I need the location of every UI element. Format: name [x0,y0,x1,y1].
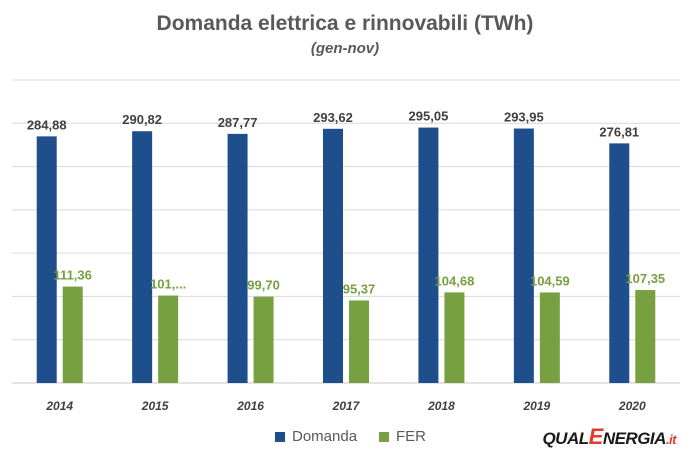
legend-label-domanda: Domanda [292,428,358,445]
data-label-fer-2018: 104,68 [435,273,475,288]
chart-subtitle: (gen-nov) [310,40,380,57]
x-tick-label-2016: 2016 [236,399,264,413]
bar-domanda-2017 [323,128,343,383]
data-label-domanda-2015: 290,82 [122,112,162,127]
bar-domanda-2019 [513,128,534,383]
data-label-fer-2014: 111,36 [54,268,92,283]
data-label-fer-2015: 101,... [150,277,186,292]
data-label-domanda-2020: 276,81 [599,124,639,139]
x-tick-label-2014: 2014 [45,399,73,413]
data-label-fer-2017: 95,37 [343,281,376,296]
legend: Domanda FER [0,428,690,450]
bar-domanda-2020 [609,143,630,383]
bar-domanda-2018 [418,127,439,383]
bar-fer-2019 [539,292,560,383]
bar-fer-2015 [158,295,179,383]
bar-fer-2016 [253,296,274,383]
x-tick-label-2017: 2017 [332,399,361,413]
data-label-domanda-2018: 295,05 [409,109,449,124]
bar-fer-2020 [635,290,656,383]
legend-swatch-domanda [275,431,285,442]
legend-swatch-fer [379,431,389,442]
bar-domanda-2015 [132,131,153,383]
legend-item-fer: FER [379,428,426,445]
data-label-fer-2020: 107,35 [625,271,665,286]
data-label-fer-2016: 99,70 [247,278,280,293]
legend-item-domanda: Domanda [275,428,357,445]
x-tick-label-2015: 2015 [141,399,169,413]
bar-domanda-2016 [227,133,248,383]
data-label-domanda-2019: 293,95 [504,110,544,125]
chart-title: Domanda elettrica e rinnovabili (TWh) [156,12,534,35]
data-label-domanda-2014: 284,88 [27,117,67,132]
bar-fer-2017 [349,300,369,383]
data-label-fer-2019: 104,59 [530,273,570,288]
x-tick-label-2020: 2020 [618,399,646,413]
bar-fer-2014 [62,286,83,383]
x-tick-label-2019: 2019 [523,399,551,413]
data-label-domanda-2017: 293,62 [313,110,353,125]
legend-label-fer: FER [396,428,426,445]
data-label-domanda-2016: 287,77 [218,115,258,130]
x-tick-label-2018: 2018 [427,399,455,413]
qualenergia-logo: QUALENERGIA.it [542,424,676,449]
bar-fer-2018 [444,292,465,383]
bar-domanda-2014 [36,136,57,383]
